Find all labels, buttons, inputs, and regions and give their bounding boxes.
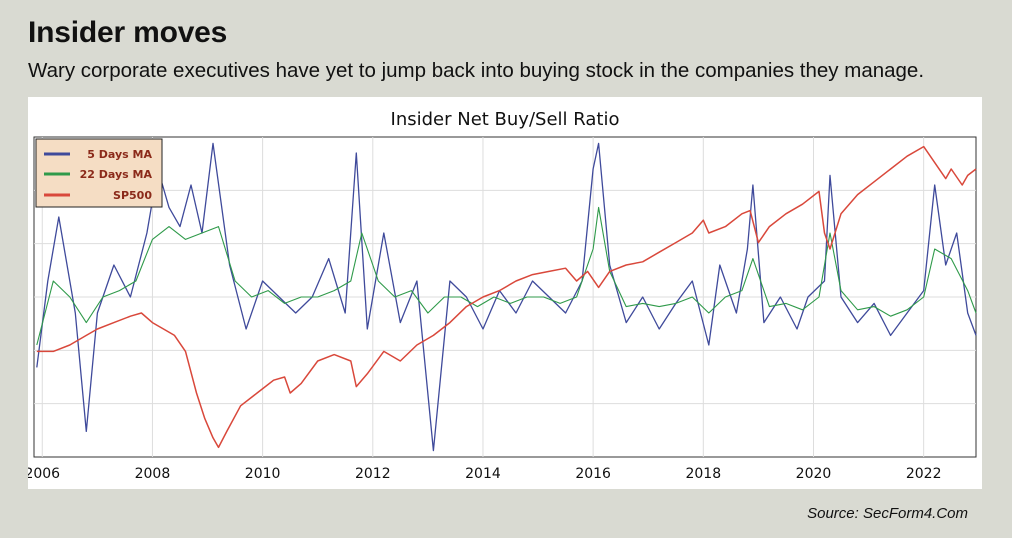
series-line-sp500 <box>36 145 977 449</box>
line-chart: Insider Net Buy/Sell Ratio 2006 2008 2010 2… <box>24 109 977 482</box>
series-layer <box>36 142 977 452</box>
legend: 5 Days MA 22 Days MA SP500 <box>35 138 163 208</box>
x-axis-ticks: 2006 2008 2010 2012 2014 2016 2018 2020 2022 <box>24 466 942 482</box>
x-tick-label: 2010 <box>245 466 281 482</box>
legend-label-sp500: SP500 <box>113 189 152 202</box>
x-tick-label: 2022 <box>906 466 942 482</box>
chart-panel: Insider Net Buy/Sell Ratio 2006 2008 2010 2… <box>24 97 982 489</box>
source-credit: Source: SecForm4.Com <box>807 505 968 522</box>
subheadline: Wary corporate executives have yet to ju… <box>28 59 925 82</box>
series-line-22day <box>36 206 977 346</box>
x-tick-label: 2014 <box>465 466 501 482</box>
legend-label-22day: 22 Days MA <box>80 168 153 181</box>
x-tick-label: 2020 <box>796 466 832 482</box>
grid <box>34 137 976 457</box>
legend-label-5day: 5 Days MA <box>87 148 152 161</box>
x-tick-label: 2006 <box>28 466 60 482</box>
x-tick-label: 2008 <box>135 466 171 482</box>
chart-title: Insider Net Buy/Sell Ratio <box>391 109 620 130</box>
x-tick-label: 2012 <box>355 466 391 482</box>
headline: Insider moves <box>28 16 228 49</box>
x-tick-label: 2018 <box>685 466 721 482</box>
series-line-5day <box>36 142 977 452</box>
x-tick-label: 2016 <box>575 466 611 482</box>
